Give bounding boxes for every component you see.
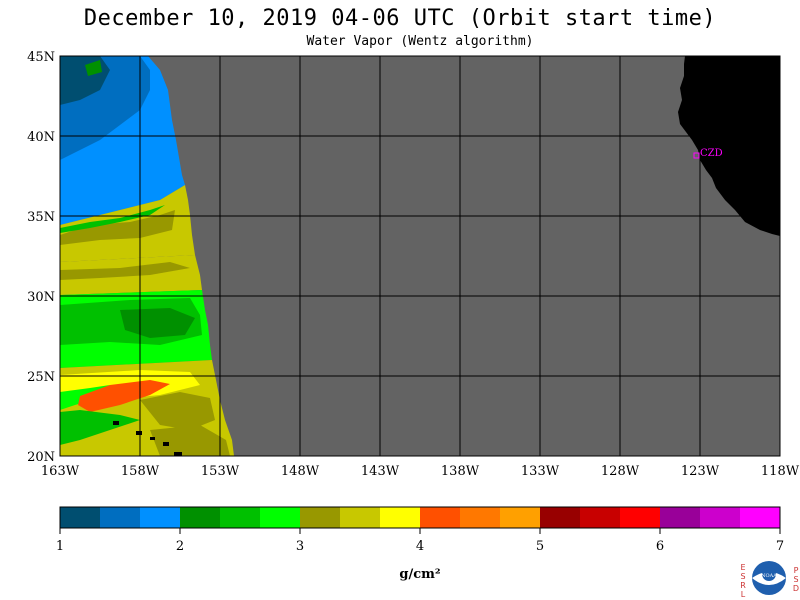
colorbar-segment — [420, 507, 461, 528]
lat-tick-label: 25N — [27, 370, 55, 385]
noaa-logo: NOAA — [752, 561, 786, 595]
map-grid — [60, 56, 780, 456]
chart-subtitle: Water Vapor (Wentz algorithm) — [306, 34, 534, 49]
colorbar-tick-label: 2 — [176, 539, 184, 554]
logo-letter: P — [793, 566, 799, 575]
colorbar-tick-label: 5 — [536, 539, 544, 554]
logo-letter: D — [792, 584, 800, 593]
colorbar-segment — [300, 507, 341, 528]
lon-tick-label: 148W — [281, 464, 320, 479]
lon-tick-label: 153W — [201, 464, 240, 479]
map-frame — [59, 55, 781, 457]
colorbar-segment — [340, 507, 381, 528]
colorbar-unit-label: g/cm² — [399, 567, 440, 582]
colorbar-segment — [620, 507, 661, 528]
logo-letter: L — [740, 590, 746, 599]
latitude-labels: 45N 40N 35N 30N 25N 20N — [27, 50, 55, 465]
colorbar-segment — [180, 507, 221, 528]
lon-tick-label: 163W — [41, 464, 80, 479]
colorbar-tick-label: 6 — [656, 539, 664, 554]
chart-title: December 10, 2019 04-06 UTC (Orbit start… — [83, 6, 717, 31]
colorbar-segment — [500, 507, 541, 528]
colorbar-segment — [660, 507, 701, 528]
colorbar-segment — [260, 507, 301, 528]
colorbar-segment — [140, 507, 181, 528]
colorbar-tick-label: 7 — [776, 539, 784, 554]
lon-tick-label: 133W — [521, 464, 560, 479]
lon-tick-label: 128W — [601, 464, 640, 479]
colorbar-segment — [220, 507, 261, 528]
logo-letter: R — [740, 581, 746, 590]
colorbar-tick-labels: 1 2 3 4 5 6 7 — [56, 528, 784, 554]
logo-letter: S — [793, 575, 799, 584]
lon-tick-label: 118W — [761, 464, 800, 479]
colorbar-segment — [60, 507, 101, 528]
water-vapor-swath — [60, 56, 234, 456]
colorbar-segment — [460, 507, 501, 528]
lat-tick-label: 40N — [27, 130, 55, 145]
lon-tick-label: 158W — [121, 464, 160, 479]
colorbar-segment — [540, 507, 581, 528]
station-marker — [693, 152, 700, 159]
lon-tick-label: 143W — [361, 464, 400, 479]
lon-tick-label: 123W — [681, 464, 720, 479]
colorbar-segment — [380, 507, 421, 528]
lat-tick-label: 20N — [27, 450, 55, 465]
colorbar-segment — [100, 507, 141, 528]
colorbar-tick-label: 3 — [296, 539, 304, 554]
colorbar-tick-label: 1 — [56, 539, 64, 554]
colorbar-tick-label: 4 — [416, 539, 424, 554]
colorbar-segment — [580, 507, 621, 528]
lon-tick-label: 138W — [441, 464, 480, 479]
colorbar-segment — [740, 507, 781, 528]
lat-tick-label: 45N — [27, 50, 55, 65]
longitude-labels: 163W 158W 153W 148W 143W 138W 133W 128W 123W 118W — [41, 464, 800, 479]
lat-tick-label: 35N — [27, 210, 55, 225]
land-mass — [678, 56, 780, 236]
lat-tick-label: 30N — [27, 290, 55, 305]
colorbar — [59, 506, 781, 529]
colorbar-segment — [700, 507, 741, 528]
station-label: CZD — [700, 148, 723, 159]
logo-letter: E — [740, 563, 746, 572]
logo-letter: S — [740, 572, 746, 581]
noaa-logo-text: NOAA — [761, 573, 777, 579]
